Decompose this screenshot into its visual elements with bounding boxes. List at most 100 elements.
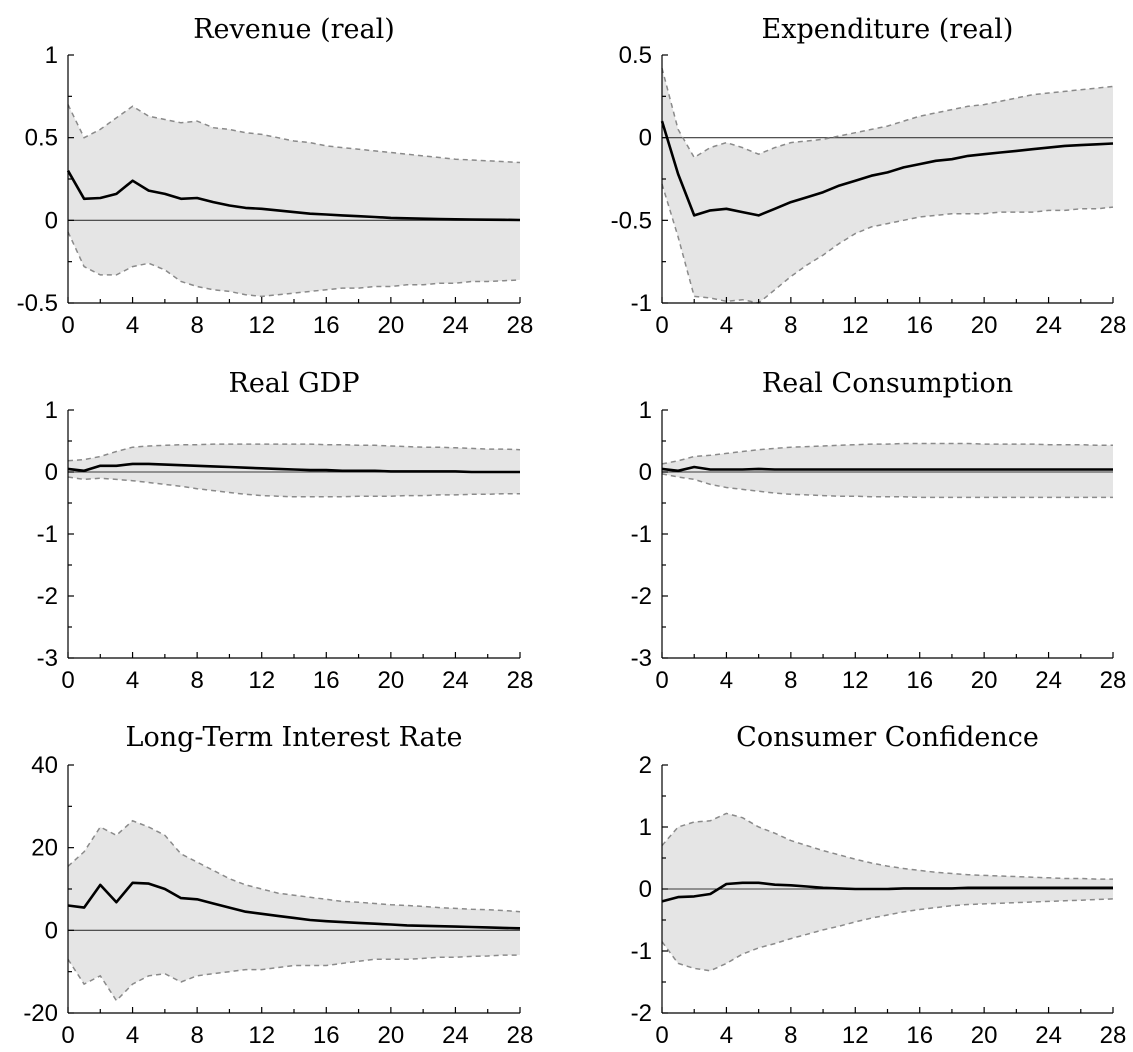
y-tick-label: -1 xyxy=(631,521,652,548)
x-tick-label: 20 xyxy=(971,1022,998,1049)
x-tick-label: 20 xyxy=(378,1022,405,1049)
x-tick-label: 28 xyxy=(1100,312,1127,339)
lower-bound-line xyxy=(67,954,520,1002)
impulse-response-line xyxy=(67,462,520,474)
x-tick-label: 0 xyxy=(61,312,74,339)
impulse-response-line xyxy=(67,881,521,930)
x-tick-label: 8 xyxy=(784,667,797,694)
x-tick-label: 4 xyxy=(126,312,139,339)
x-tick-label: 8 xyxy=(190,1022,203,1049)
x-tick-label: 24 xyxy=(1035,667,1062,694)
x-tick-label: 20 xyxy=(378,667,405,694)
y-tick-label: -3 xyxy=(631,645,652,672)
y-tick-label: -1 xyxy=(631,938,652,965)
x-tick-label: 8 xyxy=(190,312,203,339)
y-tick-label: -1 xyxy=(37,521,58,548)
x-tick-label: 16 xyxy=(313,312,340,339)
upper-bound-line xyxy=(67,443,521,462)
panel-4: 0 4 8 12 16 20 24 28 -3 -2 -1 0 1 Real Consumption xyxy=(631,368,1127,694)
x-tick-label: 4 xyxy=(126,667,139,694)
y-tick-label: 1 xyxy=(45,42,58,69)
x-tick-label: 8 xyxy=(784,1022,797,1049)
x-tick-label: 24 xyxy=(1035,312,1062,339)
x-tick-label: 24 xyxy=(442,667,469,694)
x-tick-label: 4 xyxy=(720,312,733,339)
x-tick-label: 28 xyxy=(1100,1022,1127,1049)
panel-3: 0 4 8 12 16 20 24 28 -3 -2 -1 0 1 Real GDP xyxy=(37,368,534,694)
panel-title: Long-Term Interest Rate xyxy=(126,722,463,753)
confidence-band xyxy=(662,813,1113,971)
x-tick-label: 12 xyxy=(842,667,869,694)
y-tick-label: -1 xyxy=(631,290,652,317)
x-tick-label: 16 xyxy=(313,667,340,694)
y-tick-label: -2 xyxy=(631,583,652,610)
y-tick-label: 1 xyxy=(639,397,652,424)
y-tick-label: 0 xyxy=(639,876,652,903)
y-tick-label: -20 xyxy=(23,1000,58,1027)
y-tick-label: 0 xyxy=(45,917,58,944)
x-tick-label: 8 xyxy=(190,667,203,694)
confidence-band xyxy=(662,68,1113,303)
y-tick-label: -2 xyxy=(37,583,58,610)
x-tick-label: 16 xyxy=(313,1022,340,1049)
impulse-response-line xyxy=(661,881,1113,903)
x-tick-label: 0 xyxy=(655,1022,668,1049)
x-tick-label: 12 xyxy=(842,312,869,339)
x-tick-label: 8 xyxy=(784,312,797,339)
y-tick-label: 2 xyxy=(639,752,652,779)
x-tick-label: 28 xyxy=(1100,667,1127,694)
lower-bound-line xyxy=(67,231,521,298)
y-tick-label: 0 xyxy=(639,125,652,152)
upper-bound-line xyxy=(67,819,521,913)
x-tick-label: 20 xyxy=(971,312,998,339)
x-tick-label: 20 xyxy=(971,667,998,694)
x-tick-label: 12 xyxy=(248,1022,275,1049)
impulse-response-line xyxy=(66,170,521,222)
x-tick-label: 0 xyxy=(61,1022,74,1049)
lower-bound-line xyxy=(661,183,1114,304)
y-tick-label: 20 xyxy=(31,835,58,862)
panel-title: Real Consumption xyxy=(762,368,1013,399)
confidence-band xyxy=(68,820,520,1001)
x-tick-label: 0 xyxy=(655,312,668,339)
x-tick-label: 16 xyxy=(906,1022,933,1049)
panel-title: Consumer Confidence xyxy=(736,722,1039,753)
x-tick-label: 20 xyxy=(378,312,405,339)
y-tick-label: -0.5 xyxy=(17,290,58,317)
panel-title: Real GDP xyxy=(228,368,359,399)
y-tick-label: 0.5 xyxy=(25,125,58,152)
x-tick-label: 0 xyxy=(61,667,74,694)
x-tick-label: 24 xyxy=(442,1022,469,1049)
x-tick-label: 4 xyxy=(720,1022,733,1049)
y-tick-label: 40 xyxy=(31,752,58,779)
upper-bound-line xyxy=(661,812,1113,880)
x-tick-label: 28 xyxy=(507,312,534,339)
lower-bound-line xyxy=(661,473,1113,499)
y-tick-label: 1 xyxy=(45,397,58,424)
y-tick-label: 0.5 xyxy=(619,42,652,69)
lower-bound-line xyxy=(661,898,1114,972)
x-tick-label: 0 xyxy=(655,667,668,694)
x-tick-label: 12 xyxy=(248,312,275,339)
y-tick-label: 0 xyxy=(639,459,652,486)
y-tick-label: -3 xyxy=(37,645,58,672)
x-tick-label: 28 xyxy=(507,1022,534,1049)
y-tick-label: 1 xyxy=(639,814,652,841)
impulse-response-line xyxy=(660,120,1114,217)
upper-bound-line xyxy=(67,104,521,164)
panel-2: 0 4 8 12 16 20 24 28 -1 -0.5 0 0.5 Expenditure (real… xyxy=(611,14,1127,339)
x-tick-label: 4 xyxy=(720,667,733,694)
x-tick-label: 24 xyxy=(442,312,469,339)
y-tick-label: 0 xyxy=(45,207,58,234)
panel-title: Revenue (real) xyxy=(193,14,395,45)
x-tick-label: 12 xyxy=(248,667,275,694)
impulse-response-line xyxy=(661,465,1113,473)
x-tick-label: 28 xyxy=(507,667,534,694)
lower-bound-line xyxy=(67,476,520,498)
confidence-band xyxy=(68,104,520,297)
x-tick-label: 12 xyxy=(842,1022,869,1049)
x-tick-label: 4 xyxy=(126,1022,139,1049)
